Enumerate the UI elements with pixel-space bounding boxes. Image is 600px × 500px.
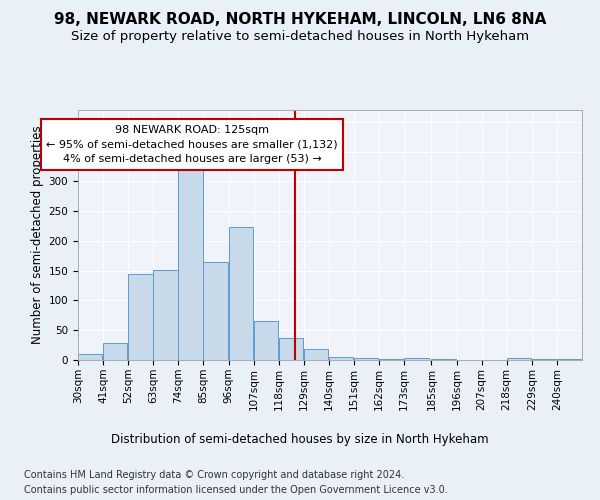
Bar (304, 348, 328, 360)
Bar (379, 359, 403, 360)
Bar (254, 320, 278, 360)
Bar (229, 226, 253, 360)
Text: Distribution of semi-detached houses by size in North Hykeham: Distribution of semi-detached houses by … (111, 432, 489, 446)
Text: Contains public sector information licensed under the Open Government Licence v3: Contains public sector information licen… (24, 485, 448, 495)
Bar (103, 342, 127, 360)
Bar (178, 170, 203, 360)
Bar (203, 262, 228, 360)
Bar (128, 274, 152, 360)
Bar (278, 338, 303, 360)
Bar (404, 358, 428, 360)
Bar (78, 354, 103, 360)
Bar (153, 270, 178, 360)
Y-axis label: Number of semi-detached properties: Number of semi-detached properties (31, 126, 44, 344)
Bar (507, 358, 531, 360)
Text: 98 NEWARK ROAD: 125sqm
← 95% of semi-detached houses are smaller (1,132)
4% of s: 98 NEWARK ROAD: 125sqm ← 95% of semi-det… (46, 125, 338, 164)
Bar (354, 358, 379, 360)
Bar (329, 357, 353, 360)
Text: Size of property relative to semi-detached houses in North Hykeham: Size of property relative to semi-detach… (71, 30, 529, 43)
Text: 98, NEWARK ROAD, NORTH HYKEHAM, LINCOLN, LN6 8NA: 98, NEWARK ROAD, NORTH HYKEHAM, LINCOLN,… (54, 12, 546, 28)
Text: Contains HM Land Registry data © Crown copyright and database right 2024.: Contains HM Land Registry data © Crown c… (24, 470, 404, 480)
